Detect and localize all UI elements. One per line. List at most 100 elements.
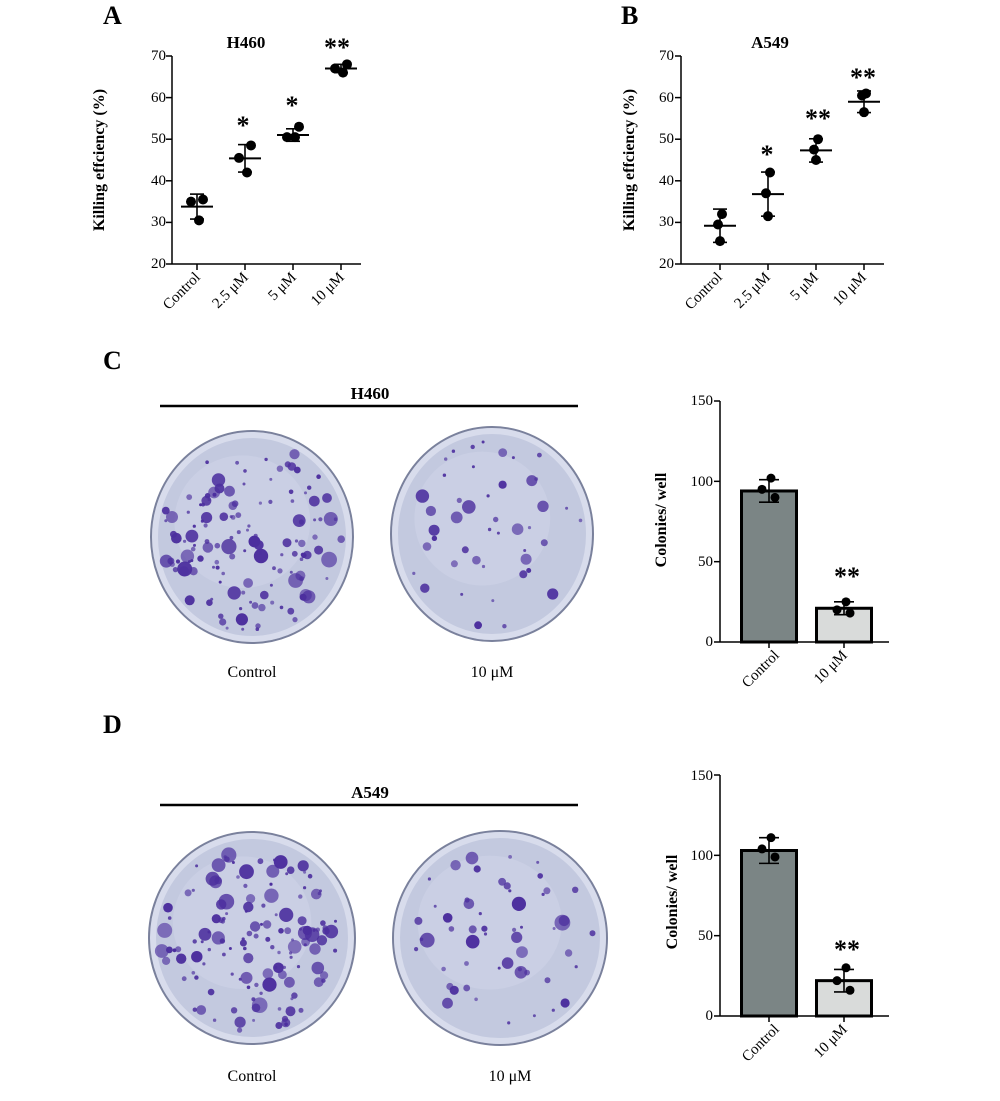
chart-b-data-point: [857, 90, 867, 101]
chart-b-data-point: [715, 236, 725, 247]
dish-d-control-colony: [321, 978, 326, 983]
chart-a-x-label: 10 μM: [308, 270, 348, 310]
chart-a-y-tick: 20: [151, 256, 166, 272]
chart-c-data-point: [770, 492, 780, 502]
dish-d-treated-colony: [419, 932, 435, 948]
dish-c-control-colony: [249, 600, 253, 604]
dish-c-control-colony: [192, 524, 196, 528]
dish-c-control-colony: [307, 485, 312, 490]
chart-b-annotations: * ** **: [761, 63, 877, 169]
chart-a-x-label: 5 μM: [265, 270, 299, 304]
dish-c-treated-colony: [511, 523, 524, 535]
dish-c-treated-colony: [412, 571, 416, 576]
dish-c-control-colony: [208, 486, 221, 499]
dish-d-control-colony: [252, 1018, 256, 1022]
dish-d-control-colony: [228, 947, 232, 950]
dish-d-treated-colony: [503, 882, 511, 890]
dish-c-treated-colony: [540, 539, 548, 547]
chart-a-annotations: * * **: [237, 33, 351, 140]
dish-c-treated-colony: [498, 480, 507, 489]
dish-c-treated-colony: [461, 546, 469, 554]
dish-d-control-colony: [163, 902, 173, 913]
dish-c-treated-colony: [471, 465, 475, 469]
chart-c-significance: **: [834, 562, 860, 591]
dish-d-treated-colony: [414, 916, 423, 925]
dish-c-control-colony: [337, 535, 346, 543]
dish-d-treated-colony: [448, 926, 455, 932]
dish-d-control-glare: [172, 856, 312, 989]
dish-c-control-colony: [246, 528, 249, 532]
dish-c-control-colony: [295, 570, 306, 581]
chart-d-data-point: [766, 833, 776, 843]
chart-a-x-labels: Control 2.5 μM 5 μM 10 μM: [160, 270, 348, 314]
dish-d-treated-colony: [463, 898, 475, 910]
dish-c-control-colony: [224, 485, 235, 497]
chart-a-y-tick: 30: [151, 214, 166, 230]
dish-d-control-colony: [157, 922, 173, 938]
dish-c-control-colony: [251, 602, 259, 609]
dish-d-treated-colony: [516, 946, 528, 958]
dish-d-control-colony: [334, 919, 337, 923]
dish-c-treated-colony: [502, 624, 507, 629]
chart-a-data-point: [242, 167, 252, 178]
chart-b-y-tick: 60: [659, 90, 674, 106]
dish-d-treated-colony: [574, 965, 578, 969]
dish-c-control-colony: [169, 561, 175, 567]
dish-c-treated-colony: [470, 444, 475, 450]
dish-d-control-colony: [264, 888, 279, 903]
chart-a-data-point: [234, 152, 244, 163]
dish-d-control-colony: [251, 997, 268, 1013]
dish-c-control-colony: [184, 595, 195, 606]
dish-c-control-colony: [253, 540, 264, 550]
dish-d-treated-colony: [537, 873, 543, 879]
dish-d-control-colony: [298, 894, 303, 899]
dish-c-control-colony: [318, 517, 323, 522]
dish-d-control-colony: [257, 858, 264, 865]
dish-c-treated-colony: [511, 456, 515, 460]
dish-d-control-colony: [254, 982, 259, 988]
dish-c-control-colony: [333, 517, 338, 521]
dish-c-control-colony: [312, 534, 318, 540]
dish-d-control-colony: [296, 965, 301, 969]
dish-c-treated-colony: [460, 592, 464, 596]
dish-d-control-colony: [289, 955, 293, 959]
dish-c-control-colony: [229, 515, 233, 519]
chart-b-data-point: [809, 144, 819, 155]
dish-c-treated-colony: [493, 516, 499, 523]
dish-d-control-colony: [322, 925, 328, 931]
chart-a-x-label: Control: [160, 270, 204, 314]
dish-c-control-colony: [304, 491, 307, 495]
chart-d-y-axis-title: Colonies/ well: [664, 854, 681, 949]
chart-c-y-tick: 50: [698, 554, 713, 570]
dish-d-control-colony: [274, 965, 278, 970]
dish-d-control-colony: [333, 948, 338, 953]
dish-d-control-colony: [303, 870, 307, 874]
dish-c-treated-colony: [486, 494, 490, 498]
dish-d-treated-colony: [552, 927, 556, 930]
dish-d-treated-colony: [478, 912, 482, 916]
dish-d-control-colony: [243, 946, 247, 951]
chart-c-data-point: [766, 473, 776, 483]
chart-a-y-tick: 70: [151, 48, 166, 64]
chart-b-y-ticks: 20 30 40 50 60 70: [659, 48, 674, 272]
dish-c-treated-glare: [414, 451, 551, 586]
dish-d-treated-colony: [564, 949, 573, 957]
dish-d-control-colony: [230, 1007, 238, 1014]
dish-d-control-colony: [191, 951, 203, 963]
chart-a-y-axis-title: Killing effciency (%): [91, 89, 108, 231]
dish-c-control-colony: [264, 457, 268, 462]
dish-d-control-colony: [246, 894, 256, 904]
dish-c-control-colony: [280, 553, 284, 557]
dish-d-control-colony: [200, 940, 204, 944]
dish-c-treated-colony: [462, 500, 476, 514]
dish-d-control-colony: [194, 975, 199, 980]
dish-c-control-colony: [175, 559, 181, 564]
dish-c-control-colony: [289, 449, 300, 460]
dish-d-control-colony: [282, 965, 286, 970]
dish-c-control-colony: [299, 593, 307, 601]
dish-d-control-colony: [219, 938, 226, 944]
dish-d-control-colony: [284, 927, 292, 935]
dish-c-treated-colony: [442, 473, 447, 477]
chart-c-y-tick: 0: [706, 634, 714, 650]
dish-c-control-colony: [239, 607, 243, 611]
